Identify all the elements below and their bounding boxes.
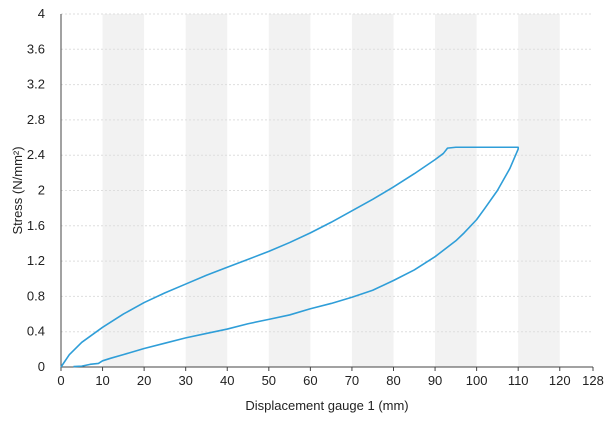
- x-tick-labels: 0 10 20 30 40 50 60 70 80 90 100 110 120 128: [57, 373, 603, 388]
- x-tick-label: 60: [303, 373, 317, 388]
- y-tick-label: 0.8: [27, 288, 45, 303]
- x-tick-label: 100: [466, 373, 488, 388]
- background-bands: [102, 14, 560, 367]
- y-axis-title: Stress (N/mm²): [10, 146, 25, 234]
- x-tick-label: 30: [178, 373, 192, 388]
- series-layer: [60, 146, 519, 368]
- y-tick-label: 2.8: [27, 112, 45, 127]
- x-tick-label: 110: [508, 373, 529, 388]
- x-tick-label: 80: [386, 373, 400, 388]
- x-axis-title: Displacement gauge 1 (mm): [245, 398, 408, 413]
- x-tick-label: 90: [428, 373, 442, 388]
- x-tick-label: 0: [57, 373, 64, 388]
- x-tick-label: 50: [262, 373, 276, 388]
- y-tick-label: 0.4: [27, 324, 45, 339]
- y-tick-label: 3.2: [27, 77, 45, 92]
- y-tick-label: 1.2: [27, 253, 45, 268]
- y-tick-label: 4: [38, 6, 45, 21]
- x-tick-label: 128: [582, 373, 604, 388]
- y-tick-label: 0: [38, 359, 45, 374]
- y-tick-label: 2.4: [27, 147, 45, 162]
- x-tick-label: 40: [220, 373, 234, 388]
- y-tick-label: 3.6: [27, 41, 45, 56]
- x-tick-label: 120: [549, 373, 571, 388]
- x-tick-label: 20: [137, 373, 151, 388]
- axes: [60, 14, 594, 371]
- x-tick-label: 70: [345, 373, 359, 388]
- gridlines: [61, 13, 593, 333]
- series-line: [60, 146, 519, 368]
- y-tick-label: 1.6: [27, 218, 45, 233]
- x-tick-label: 10: [95, 373, 109, 388]
- y-tick-labels: 0 0.4 0.8 1.2 1.6 2 2.4 2.8 3.2 3.6 4: [27, 6, 45, 374]
- y-tick-label: 2: [38, 183, 45, 198]
